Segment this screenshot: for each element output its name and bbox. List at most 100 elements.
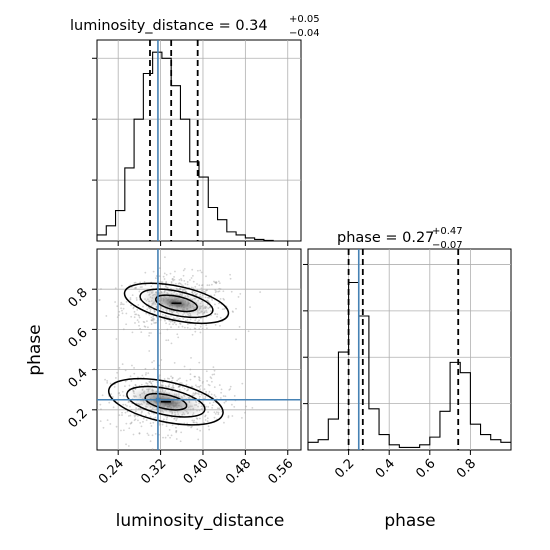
sample-point: [128, 427, 131, 430]
sample-point: [181, 385, 184, 388]
sample-point: [126, 405, 128, 407]
sample-point: [150, 382, 153, 385]
sample-point: [172, 323, 174, 326]
sample-point: [90, 400, 92, 402]
sample-point: [120, 284, 123, 287]
sample-point: [139, 327, 141, 330]
sample-point: [125, 301, 128, 303]
sample-point: [238, 326, 241, 328]
sample-point: [182, 318, 185, 320]
phase-x-tick-label: 0.4: [373, 456, 398, 481]
sample-point: [159, 318, 162, 321]
sample-point: [158, 423, 161, 426]
sample-point: [198, 386, 201, 388]
sample-point: [208, 428, 211, 431]
sample-point: [167, 339, 170, 342]
sample-point: [126, 410, 129, 413]
sample-point: [121, 303, 124, 306]
sample-point: [191, 291, 193, 294]
sample-point: [167, 384, 170, 387]
sample-point: [127, 401, 130, 404]
sample-point: [100, 288, 102, 290]
sample-point: [165, 322, 167, 325]
sample-point: [158, 267, 161, 270]
sample-point: [199, 331, 202, 334]
sample-point: [176, 417, 178, 420]
sample-point: [99, 403, 102, 406]
sample-point: [148, 380, 151, 383]
sample-point: [170, 282, 173, 284]
sample-point: [195, 417, 198, 420]
sample-point: [178, 287, 181, 290]
sample-point: [129, 405, 131, 408]
sample-point: [192, 392, 195, 395]
sample-point: [102, 426, 105, 429]
sample-point: [151, 319, 154, 322]
sample-point: [141, 410, 143, 413]
sample-point: [145, 419, 148, 422]
sample-point: [198, 319, 200, 322]
sample-point: [134, 414, 137, 417]
sample-point: [178, 278, 181, 281]
sample-point: [206, 299, 209, 302]
sample-point: [83, 286, 85, 288]
sample-point: [169, 320, 172, 323]
sample-point: [124, 380, 127, 383]
sample-point: [121, 312, 124, 315]
sample-point: [178, 385, 181, 387]
sample-point: [106, 380, 109, 382]
sample-point: [150, 285, 153, 288]
sample-point: [208, 402, 211, 405]
sample-point: [155, 277, 157, 280]
sample-point: [162, 275, 165, 278]
sample-point: [55, 398, 57, 400]
sample-point: [114, 377, 117, 379]
sample-point: [152, 421, 155, 424]
sample-point: [229, 385, 232, 388]
sample-point: [161, 384, 164, 387]
sample-point: [130, 380, 133, 382]
sample-point: [240, 416, 243, 419]
sample-point: [194, 293, 197, 296]
sample-point: [145, 312, 148, 315]
sample-point: [141, 374, 144, 377]
sample-point: [152, 317, 154, 320]
sample-point: [130, 421, 133, 424]
luminosity-distance-title-lower: −0.04: [289, 28, 320, 39]
sample-point: [187, 387, 190, 390]
sample-point: [129, 298, 132, 301]
sample-point: [198, 376, 200, 378]
sample-point: [115, 425, 118, 428]
sample-point: [177, 378, 180, 381]
sample-point: [143, 325, 146, 328]
sample-point: [204, 419, 207, 421]
sample-point: [190, 385, 193, 388]
sample-point: [177, 282, 180, 285]
sample-point: [193, 393, 196, 395]
sample-point: [106, 419, 109, 422]
sample-point: [165, 339, 168, 342]
sample-point: [214, 303, 216, 306]
sample-point: [191, 274, 194, 277]
sample-point: [216, 407, 219, 410]
sample-point: [170, 280, 173, 283]
sample-point: [118, 310, 121, 313]
sample-point: [135, 299, 138, 301]
sample-point: [159, 332, 162, 335]
phase-x-tick-label: 0.2: [332, 456, 357, 481]
sample-point: [191, 268, 194, 271]
sample-point: [152, 412, 155, 415]
sample-point: [198, 377, 201, 380]
sample-point: [205, 289, 207, 292]
sample-point: [214, 313, 216, 315]
sample-point: [161, 423, 164, 426]
sample-point: [105, 315, 108, 317]
sample-point: [183, 267, 186, 270]
sample-point: [192, 280, 195, 283]
sample-point: [206, 296, 209, 299]
sample-point: [137, 303, 140, 306]
sample-point: [201, 327, 204, 330]
sample-point: [134, 287, 137, 289]
sample-point: [198, 284, 201, 287]
sample-point: [170, 342, 173, 345]
